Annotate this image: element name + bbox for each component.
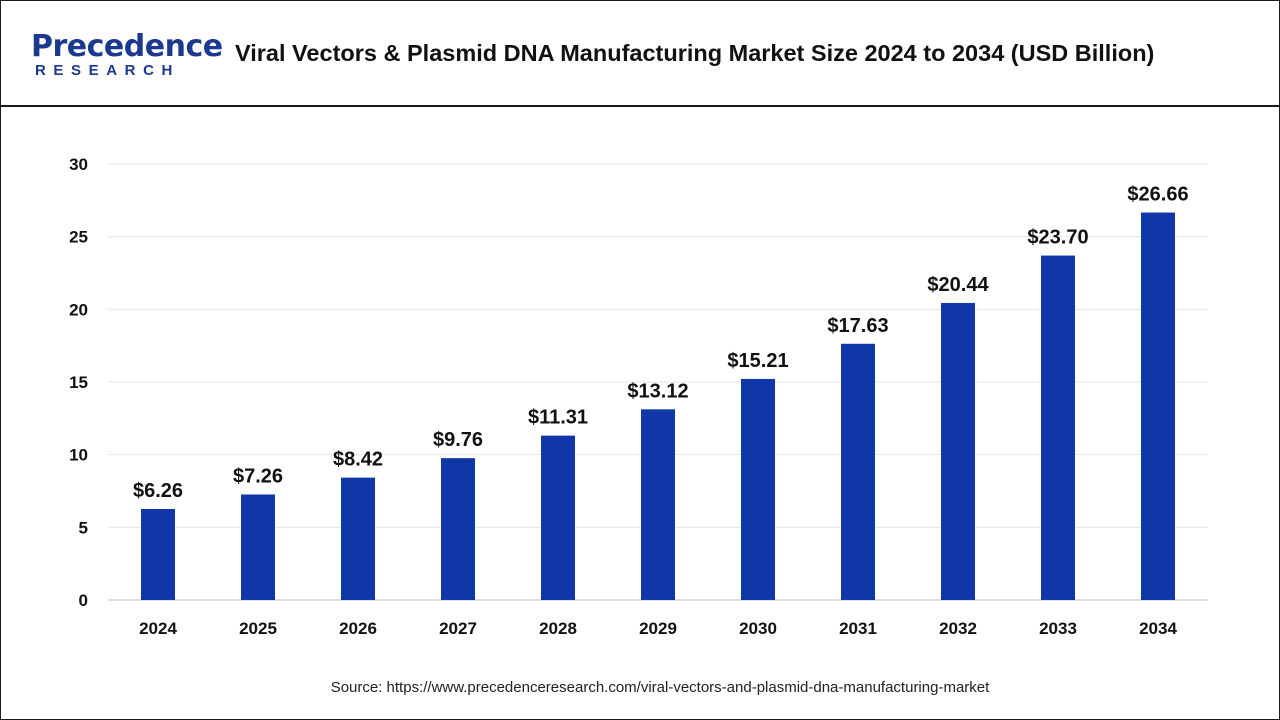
bar <box>141 509 175 600</box>
logo-subtitle: RESEARCH <box>35 62 180 79</box>
y-tick-label: 10 <box>69 446 88 465</box>
y-tick-label: 15 <box>69 373 88 392</box>
data-label: $20.44 <box>927 274 989 296</box>
y-tick-label: 20 <box>69 300 88 319</box>
logo-wordmark: Precedence <box>31 29 223 64</box>
bar <box>641 409 675 600</box>
bar <box>241 494 275 600</box>
data-label: $23.70 <box>1027 227 1088 249</box>
bar <box>841 343 875 600</box>
y-tick-label: 25 <box>69 228 88 247</box>
bar <box>541 435 575 600</box>
precedence-research-logo: Precedence RESEARCH <box>31 29 223 83</box>
chart-area: 0 5 10 15 20 25 30 2024 2025 2026 2027 2028 2029 2030… <box>0 108 1280 668</box>
x-tick-label: 2024 <box>139 619 177 638</box>
data-label: $17.63 <box>827 315 888 337</box>
bar <box>1141 212 1175 601</box>
y-tick-label: 30 <box>69 155 88 174</box>
chart-title: Viral Vectors & Plasmid DNA Manufacturin… <box>235 40 1155 66</box>
data-label: $26.66 <box>1127 184 1188 206</box>
data-label: $6.26 <box>133 480 183 502</box>
data-label: $13.12 <box>627 380 688 402</box>
data-label: $9.76 <box>433 429 483 451</box>
gridlines <box>108 163 1208 528</box>
header: Precedence RESEARCH Viral Vectors & Plas… <box>1 1 1279 107</box>
y-tick-label: 5 <box>79 518 88 537</box>
data-label: $8.42 <box>333 449 383 471</box>
x-tick-label: 2029 <box>639 619 677 638</box>
x-tick-label: 2034 <box>1139 619 1177 638</box>
bars <box>141 212 1175 601</box>
data-label: $11.31 <box>528 407 588 429</box>
y-tick-label: 0 <box>79 591 88 610</box>
source-note: Source: https://www.precedenceresearch.c… <box>330 679 990 696</box>
bar <box>441 458 475 600</box>
x-tick-label: 2026 <box>339 619 377 638</box>
x-tick-label: 2030 <box>739 619 777 638</box>
bar <box>341 477 375 600</box>
bar <box>1041 255 1075 600</box>
x-tick-label: 2031 <box>839 619 877 638</box>
bar <box>941 302 975 600</box>
x-tick-label: 2032 <box>939 619 977 638</box>
x-tick-label: 2027 <box>439 619 477 638</box>
x-tick-label: 2028 <box>539 619 577 638</box>
x-tick-label: 2033 <box>1039 619 1077 638</box>
bar <box>741 378 775 600</box>
data-labels: $6.26 $7.26 $8.42 $9.76 $11.31 $13.12 $15.21 $1… <box>133 184 1189 502</box>
x-tick-label: 2025 <box>239 619 277 638</box>
data-label: $7.26 <box>233 465 283 487</box>
data-label: $15.21 <box>727 350 788 372</box>
